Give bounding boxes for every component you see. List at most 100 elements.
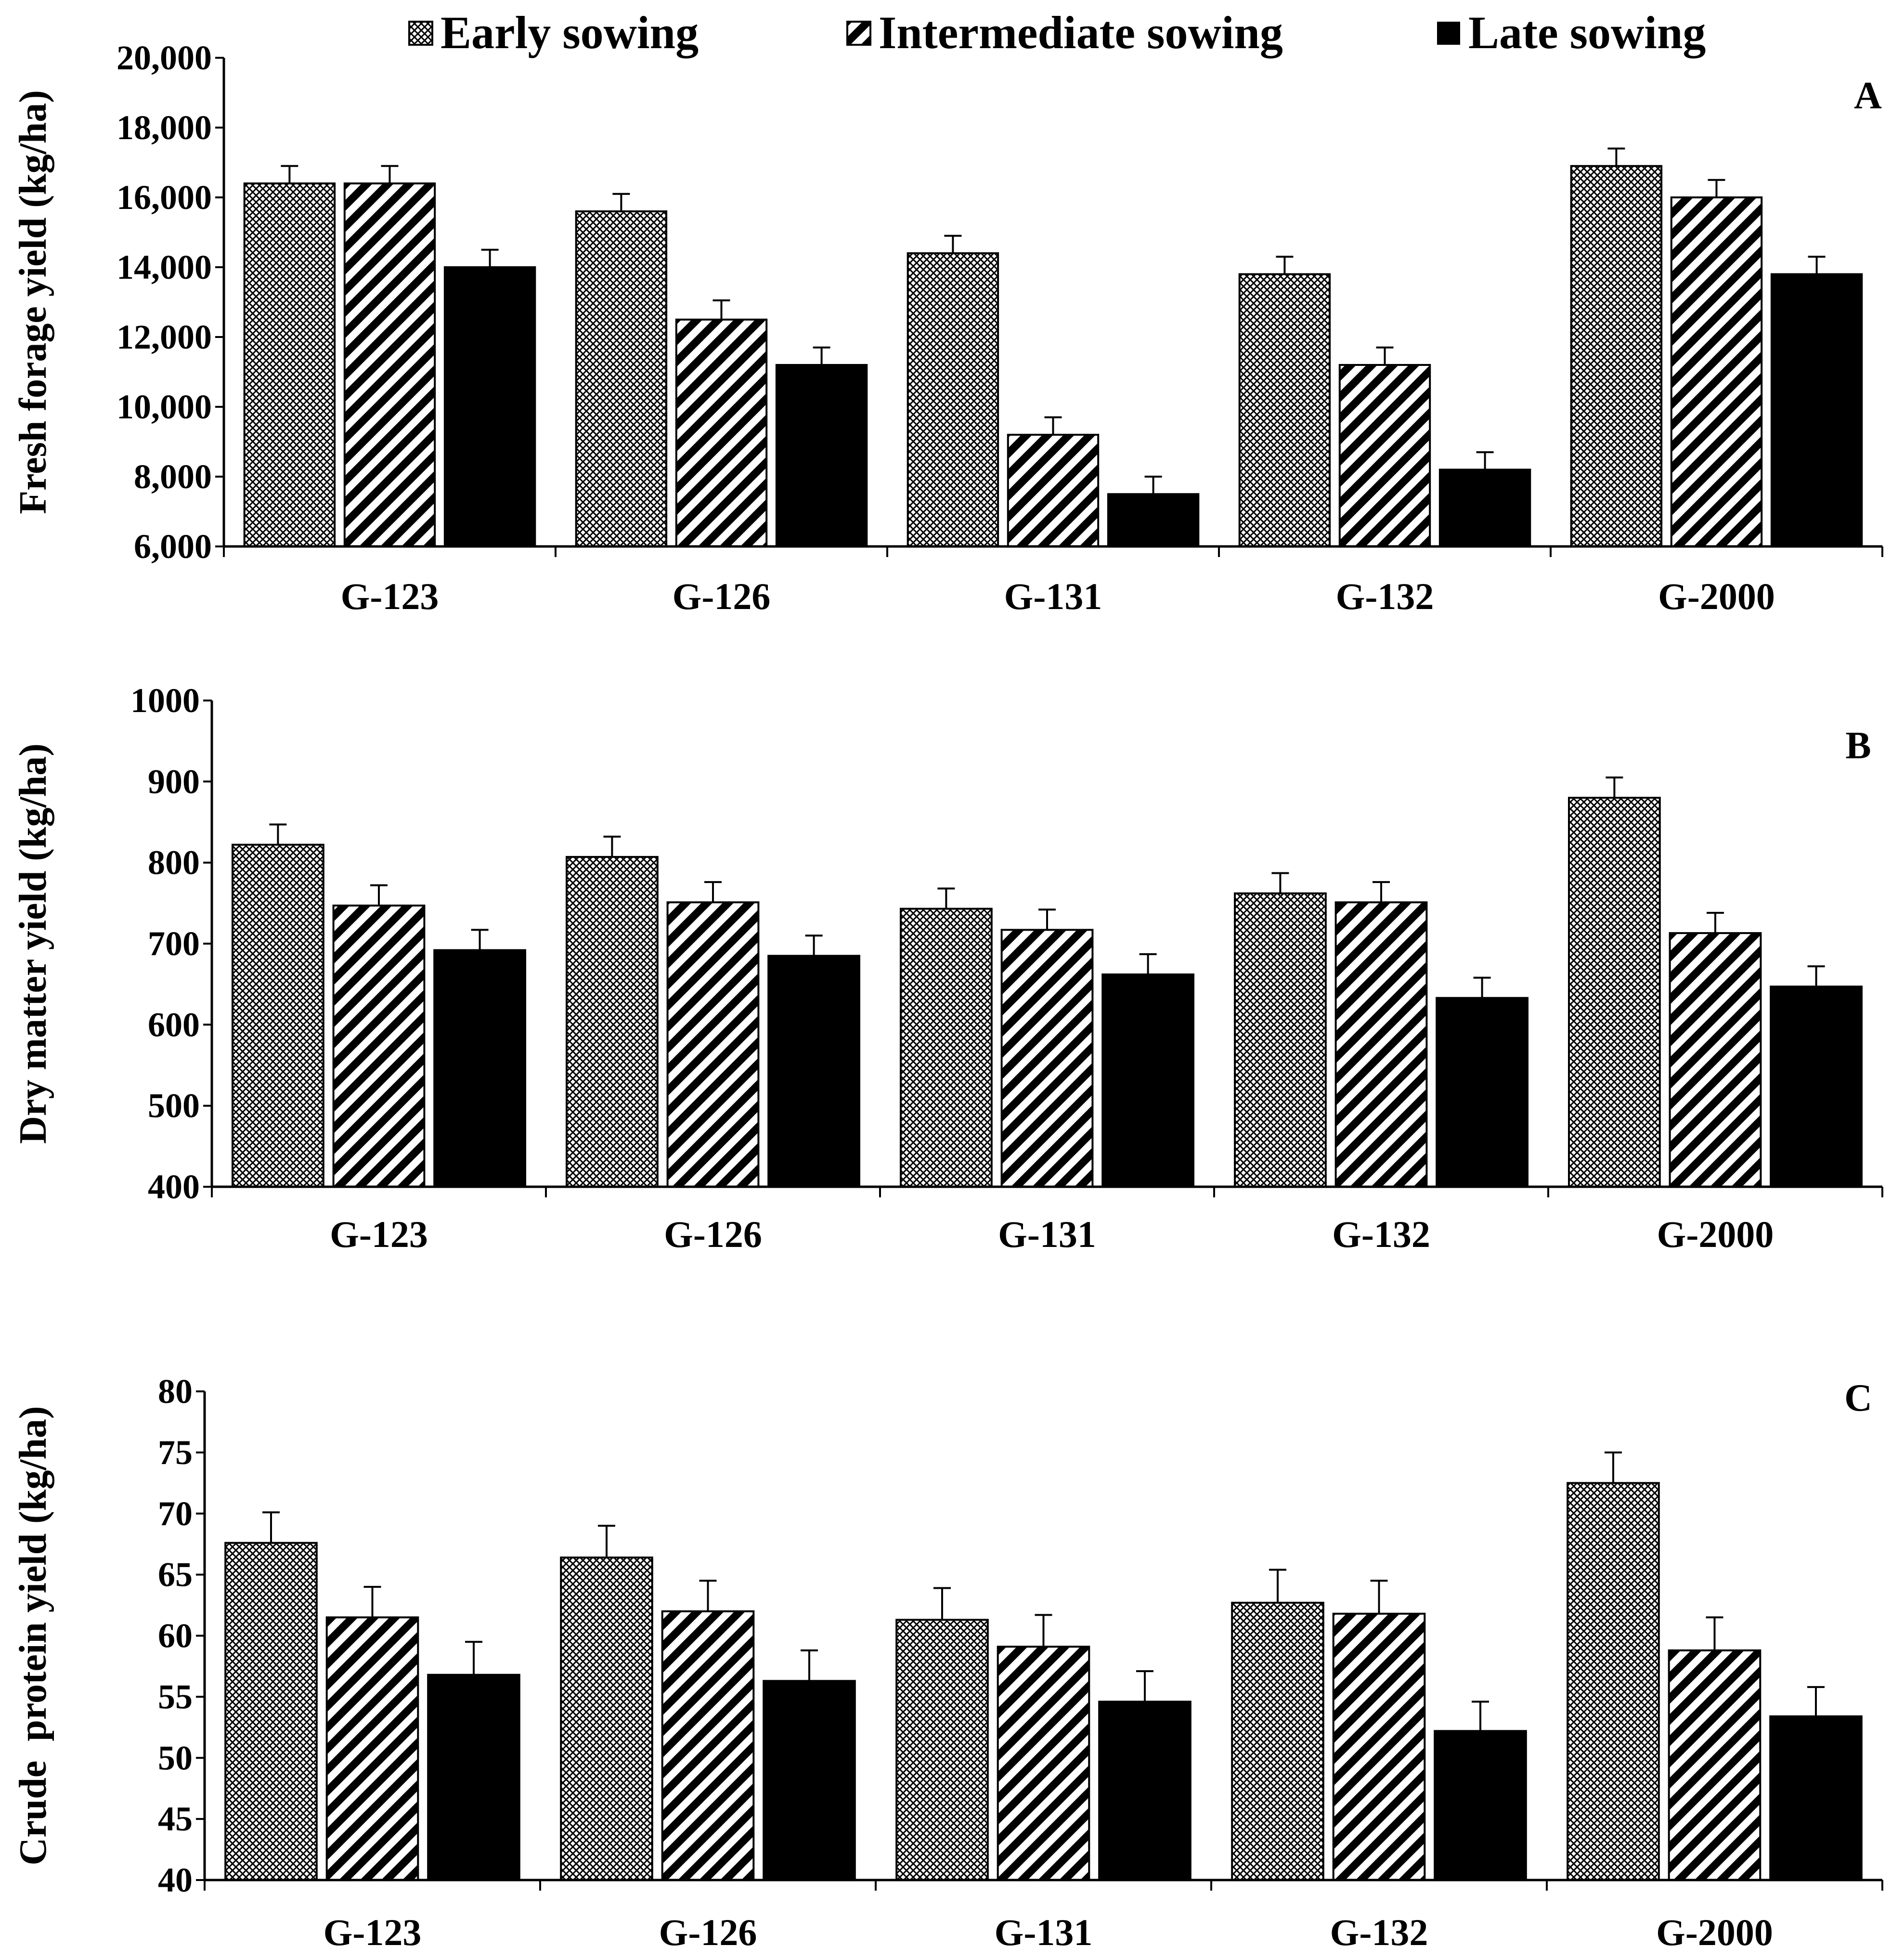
panel-b-bar-late-sowing-g-126 (767, 955, 860, 1188)
panel-b-category-label: G-126 (664, 1213, 762, 1255)
panel-a-category-label: G-123 (341, 575, 439, 617)
panel-a-bar-intermediate-sowing-g-131 (1007, 434, 1100, 547)
panel-b-bar-late-sowing-g-123 (433, 949, 527, 1188)
legend-swatch-late-sowing (1437, 22, 1460, 45)
panel-a-y-tick-label: 12,000 (117, 318, 212, 356)
panel-a-y-tick-label: 20,000 (117, 39, 212, 77)
panel-c-bar-late-sowing-g-126 (763, 1680, 856, 1881)
panel-c-y-tick-label: 70 (158, 1494, 193, 1533)
panel-b-bar-intermediate-sowing-g-131 (1000, 929, 1094, 1188)
panel-b-y-axis-title: Dry matter yield (kg/ha) (12, 743, 54, 1144)
panel-a-y-tick-label: 10,000 (117, 388, 212, 426)
chart-panel-a: 6,000 8,000 10,000 12,000 14,000 16,000 18,000… (12, 39, 1883, 617)
legend-item-late-sowing: Late sowing (1437, 7, 1706, 58)
panel-c-bar-early-sowing-g-131 (895, 1619, 989, 1881)
panel-a-y-tick-label: 16,000 (117, 178, 212, 217)
panel-c-bar-early-sowing-g-123 (224, 1542, 318, 1881)
panel-b-y-tick-label: 500 (148, 1087, 200, 1125)
panel-c-bar-late-sowing-g-131 (1098, 1700, 1192, 1881)
legend-swatch-early-sowing (408, 21, 433, 46)
panel-b-bar-intermediate-sowing-g-132 (1334, 901, 1428, 1188)
panel-a-category-label: G-132 (1336, 575, 1434, 617)
panel-c-bar-intermediate-sowing-g-123 (325, 1616, 419, 1881)
panel-b-category-label: G-132 (1332, 1213, 1430, 1255)
panel-c-y-tick-label: 45 (158, 1800, 193, 1838)
panel-b-y-tick-label: 1000 (130, 681, 200, 720)
panel-a-bar-early-sowing-g-123 (243, 182, 336, 547)
panel-b-y-tick-label: 800 (148, 843, 200, 882)
panel-c-y-tick-label: 80 (158, 1372, 193, 1411)
panel-b-category-label: G-131 (998, 1213, 1096, 1255)
panel-c-bar-late-sowing-g-2000 (1769, 1715, 1863, 1881)
panel-a-bar-early-sowing-g-2000 (1570, 165, 1663, 548)
panel-b-bar-intermediate-sowing-g-126 (666, 901, 760, 1188)
panel-b-bar-early-sowing-g-126 (566, 856, 659, 1188)
legend-label-late-sowing: Late sowing (1468, 7, 1706, 58)
panel-c-letter: C (1844, 1377, 1872, 1419)
panel-b-bar-early-sowing-g-2000 (1568, 797, 1661, 1188)
panel-a-bar-early-sowing-g-131 (907, 252, 999, 547)
panel-b-letter: B (1845, 725, 1871, 767)
panel-a-bar-early-sowing-g-132 (1238, 273, 1331, 547)
panel-c-y-tick-label: 40 (158, 1861, 193, 1899)
panel-a-category-label: G-131 (1004, 575, 1102, 617)
panel-c-bar-early-sowing-g-132 (1231, 1602, 1324, 1881)
legend-item-intermediate-sowing: Intermediate sowing (846, 7, 1283, 58)
panel-b-y-tick-label: 400 (148, 1168, 200, 1206)
panel-c-bar-intermediate-sowing-g-2000 (1668, 1649, 1762, 1881)
panel-a-bar-late-sowing-g-132 (1438, 468, 1531, 547)
panel-b-bar-early-sowing-g-131 (900, 908, 993, 1188)
panel-b-bar-late-sowing-g-131 (1101, 973, 1194, 1188)
panel-a-y-tick-label: 14,000 (117, 248, 212, 286)
panel-b-bar-late-sowing-g-132 (1436, 997, 1528, 1188)
panel-c-category-label: G-131 (995, 1911, 1093, 1953)
panel-b-bar-intermediate-sowing-g-123 (332, 904, 426, 1188)
panel-b-y-tick-label: 900 (148, 762, 200, 801)
panel-a-category-label: G-2000 (1658, 575, 1775, 617)
panel-a-bar-late-sowing-g-2000 (1770, 273, 1863, 547)
panel-c-bar-early-sowing-g-2000 (1567, 1482, 1660, 1881)
panel-c-bar-intermediate-sowing-g-126 (661, 1610, 755, 1881)
panel-a-y-tick-label: 18,000 (117, 108, 212, 147)
legend-label-early-sowing: Early sowing (440, 7, 699, 58)
legend-label-intermediate-sowing: Intermediate sowing (879, 7, 1283, 58)
panel-a-category-label: G-126 (673, 575, 771, 617)
panel-b-bar-intermediate-sowing-g-2000 (1669, 932, 1762, 1188)
panel-a-bar-intermediate-sowing-g-123 (343, 182, 436, 547)
panel-a-y-axis-title: Fresh forage yield (kg/ha) (12, 90, 54, 514)
panel-c-y-tick-label: 55 (158, 1677, 193, 1716)
panel-a-bar-intermediate-sowing-g-126 (675, 318, 768, 548)
panel-b-bar-early-sowing-g-123 (232, 843, 324, 1188)
panel-a-y-tick-label: 6,000 (134, 527, 212, 566)
panel-a-bar-late-sowing-g-126 (775, 364, 868, 547)
panel-a-letter: A (1854, 75, 1882, 117)
panel-b-bar-early-sowing-g-132 (1234, 892, 1327, 1188)
panel-a-y-tick-label: 8,000 (134, 457, 212, 496)
panel-c-bar-early-sowing-g-126 (560, 1557, 653, 1881)
panel-c-category-label: G-123 (324, 1911, 422, 1953)
panel-b-category-label: G-123 (330, 1213, 428, 1255)
panel-c-bar-late-sowing-g-132 (1434, 1730, 1527, 1881)
panel-b-y-tick-label: 600 (148, 1005, 200, 1044)
panel-b-category-label: G-2000 (1657, 1213, 1774, 1255)
panel-b-y-tick-label: 700 (148, 924, 200, 963)
panel-c-bar-intermediate-sowing-g-132 (1332, 1612, 1426, 1881)
legend-swatch-intermediate-sowing (846, 21, 871, 46)
panel-a-bar-late-sowing-g-123 (443, 266, 536, 547)
panel-a-bar-late-sowing-g-131 (1107, 493, 1200, 548)
panel-c-category-label: G-132 (1330, 1911, 1428, 1953)
panel-c-bar-intermediate-sowing-g-131 (997, 1646, 1090, 1881)
panel-c-category-label: G-2000 (1656, 1911, 1773, 1953)
panel-c-y-tick-label: 75 (158, 1433, 193, 1472)
panel-c-bar-late-sowing-g-123 (427, 1674, 520, 1881)
chart-panel-c: 40 45 50 55 60 65 70 75 80 G-123 G-126 G-131 G-132 G-… (12, 1372, 1883, 1953)
panel-a-bar-intermediate-sowing-g-2000 (1670, 196, 1763, 547)
panel-c-y-tick-label: 60 (158, 1617, 193, 1655)
panel-c-category-label: G-126 (659, 1911, 757, 1953)
panel-c-y-axis-title: Crude protein yield (kg/ha) (12, 1406, 54, 1865)
legend: Early sowing Intermediate sowing Late so… (408, 7, 1706, 58)
panel-c-y-tick-label: 50 (158, 1738, 193, 1777)
panel-a-bar-intermediate-sowing-g-132 (1338, 364, 1431, 547)
chart-panel-b: 400 500 600 700 800 900 1000 G-123 G-126 G-131 G-1… (12, 681, 1883, 1255)
